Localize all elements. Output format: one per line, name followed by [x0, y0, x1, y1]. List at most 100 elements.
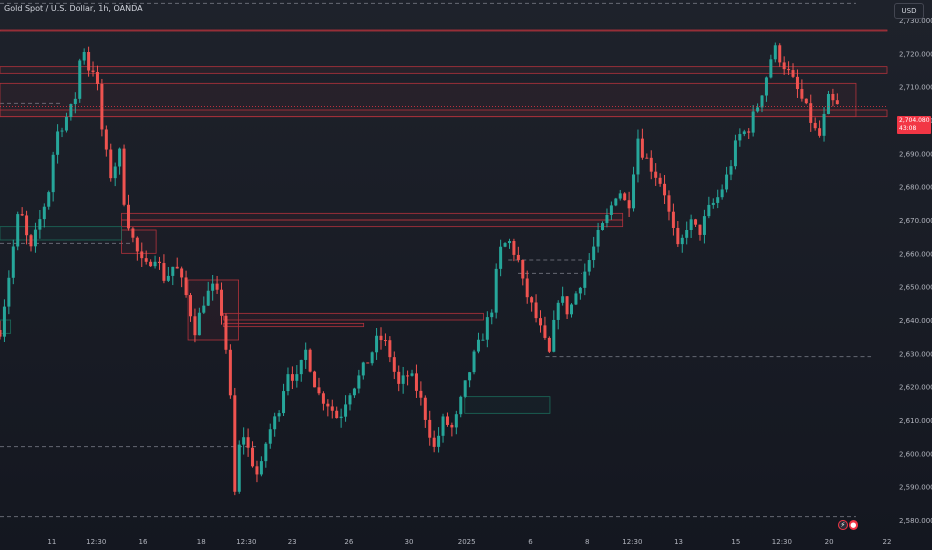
candle-body — [87, 51, 91, 71]
candle-body — [450, 424, 454, 428]
candle-body — [454, 414, 458, 428]
candle-body — [733, 140, 737, 167]
candle-body — [680, 237, 684, 245]
candle-body — [583, 271, 587, 288]
candle-body — [702, 216, 706, 235]
candle-body — [215, 283, 219, 290]
candle-body — [685, 230, 689, 238]
candle-body — [202, 305, 206, 313]
candle-body — [290, 374, 294, 381]
x-tick-label: 23 — [288, 538, 297, 546]
x-tick-label: 2025 — [458, 538, 476, 546]
candle-body — [534, 302, 538, 319]
candle-body — [530, 297, 534, 303]
candle-body — [348, 395, 352, 405]
candle-body — [738, 134, 742, 141]
candle-body — [140, 251, 144, 259]
candle-body — [2, 306, 6, 337]
candle-body — [193, 316, 197, 336]
candle-body — [206, 290, 210, 306]
x-tick-label: 13 — [674, 538, 683, 546]
candle-body — [565, 296, 569, 315]
candle-body — [317, 387, 321, 394]
candle-body — [95, 72, 99, 84]
candle-body — [747, 131, 751, 133]
symbol-title[interactable]: Gold Spot / U.S. Dollar, 1h, OANDA — [4, 4, 143, 13]
candle-body — [605, 214, 609, 224]
candle-body — [481, 339, 485, 341]
candle-body — [304, 349, 308, 360]
candle-body — [760, 95, 764, 108]
candle-body — [237, 444, 241, 492]
x-tick-label: 12:30 — [772, 538, 792, 546]
candle-body — [654, 171, 658, 178]
candle-body — [295, 374, 299, 381]
candle-body — [326, 403, 330, 407]
candle-body — [153, 261, 157, 267]
candle-body — [38, 219, 42, 230]
candle-body — [171, 266, 175, 276]
candle-body — [357, 375, 361, 389]
candle-body — [561, 296, 565, 303]
candle-body — [401, 375, 405, 384]
candle-body — [109, 149, 113, 179]
candle-body — [671, 211, 675, 228]
candle-body — [352, 388, 356, 396]
candle-body — [835, 100, 839, 105]
candle-body — [233, 395, 237, 492]
current-price-tag: 2,704.080 43:08 — [897, 116, 931, 134]
candle-body — [831, 93, 835, 101]
tradingview-logo[interactable]: ⚡ ● — [838, 519, 858, 531]
candle-body — [180, 268, 184, 278]
y-tick-label: 2,690.000 — [899, 150, 932, 158]
candle-body — [370, 352, 374, 364]
candle-body — [636, 138, 640, 175]
x-tick-label: 11 — [47, 538, 56, 546]
candle-body — [525, 278, 529, 298]
candle-body — [166, 275, 170, 281]
y-tick-label: 2,610.000 — [899, 417, 932, 425]
candle-body — [397, 371, 401, 384]
candle-body — [689, 219, 693, 231]
candle-body — [25, 215, 29, 236]
candle-body — [330, 406, 334, 411]
candle-body — [818, 128, 822, 136]
x-tick-label: 30 — [405, 538, 414, 546]
candle-body — [711, 202, 715, 205]
candle-body — [242, 437, 246, 445]
candle-body — [144, 258, 148, 262]
y-tick-label: 2,730.000 — [899, 17, 932, 25]
candle-body — [658, 177, 662, 184]
y-tick-label: 2,590.000 — [899, 484, 932, 492]
candle-body — [826, 93, 830, 114]
candle-body — [756, 107, 760, 112]
candle-body — [445, 416, 449, 425]
y-tick-label: 2,660.000 — [899, 250, 932, 258]
candle-body — [211, 283, 215, 291]
candle-body — [162, 263, 166, 281]
candle-body — [694, 219, 698, 225]
candle-body — [640, 138, 644, 158]
candle-body — [388, 340, 392, 358]
zone-box — [121, 212, 624, 221]
candle-body — [499, 246, 503, 269]
candle-body — [251, 447, 255, 467]
candle-body — [60, 130, 64, 132]
candle-body — [649, 157, 653, 172]
candle-body — [804, 98, 808, 104]
x-tick-label: 22 — [883, 538, 892, 546]
candle-body — [78, 60, 82, 99]
candle-body — [64, 116, 68, 131]
candle-body — [742, 131, 746, 135]
candle-body — [609, 205, 613, 215]
candle-body — [175, 266, 179, 269]
candle-body — [463, 380, 467, 397]
candle-body — [570, 304, 574, 315]
candle-body — [118, 148, 122, 167]
candle-body — [813, 122, 817, 129]
x-tick-label: 18 — [197, 538, 206, 546]
candle-body — [0, 330, 2, 337]
currency-button[interactable]: USD — [894, 3, 924, 19]
zone-box — [0, 109, 888, 118]
